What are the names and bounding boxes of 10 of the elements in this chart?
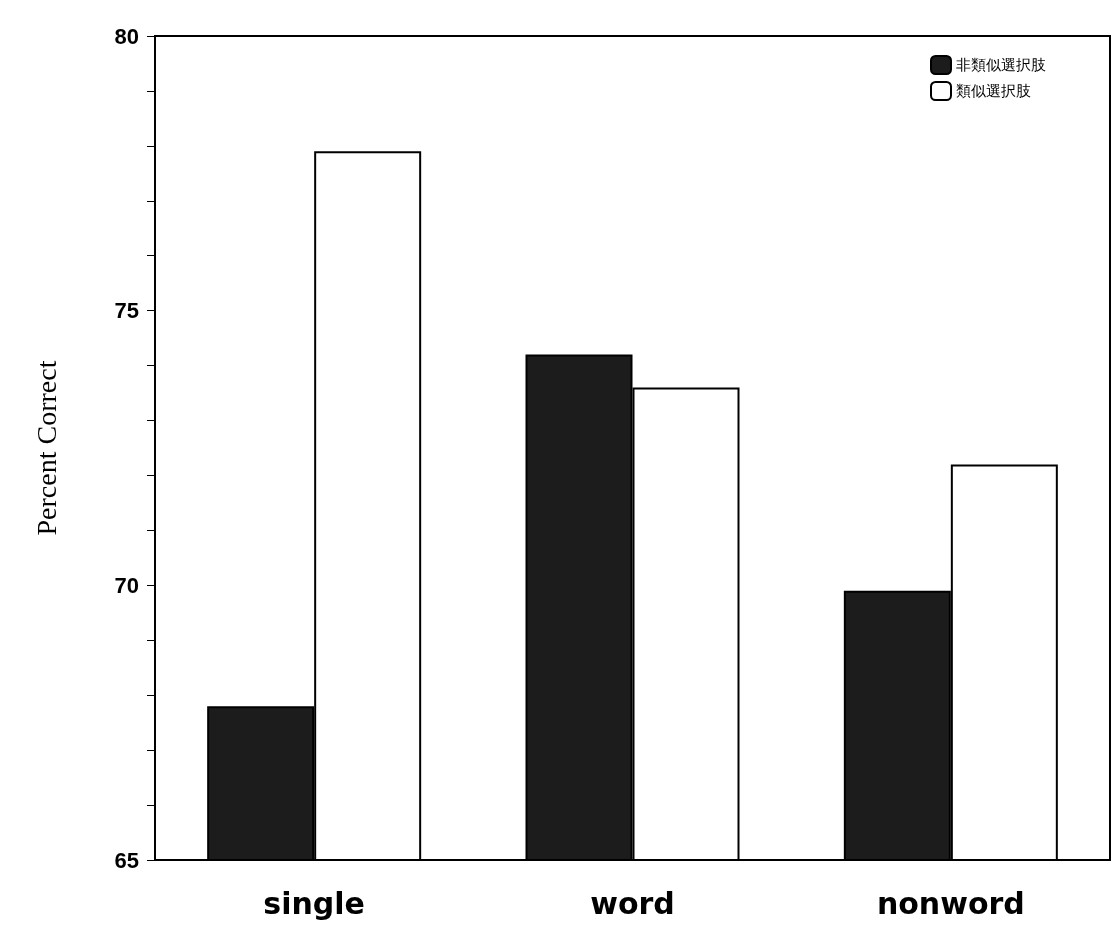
legend-label: 非類似選択肢 bbox=[956, 56, 1046, 74]
y-axis-title: Percent Correct bbox=[30, 360, 62, 536]
x-tick-label: word bbox=[590, 885, 675, 921]
y-tick-label: 65 bbox=[114, 847, 139, 873]
y-tick-label: 80 bbox=[114, 23, 139, 49]
x-tick-label: nonword bbox=[876, 885, 1025, 921]
x-tick-label: single bbox=[263, 885, 365, 921]
legend-label: 類似選択肢 bbox=[956, 82, 1031, 100]
y-tick-label: 75 bbox=[114, 298, 139, 324]
y-tick-label: 70 bbox=[114, 572, 139, 598]
